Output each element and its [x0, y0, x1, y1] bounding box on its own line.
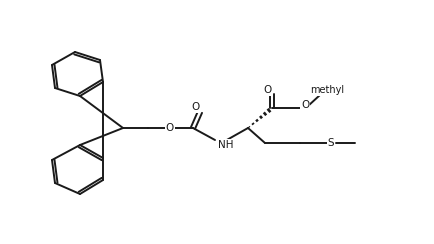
- Text: O: O: [166, 123, 174, 133]
- Text: O: O: [301, 100, 309, 110]
- Text: S: S: [328, 138, 334, 148]
- Text: O: O: [264, 85, 272, 95]
- Text: methyl: methyl: [310, 85, 344, 95]
- Text: NH: NH: [218, 140, 233, 150]
- Text: O: O: [191, 102, 199, 112]
